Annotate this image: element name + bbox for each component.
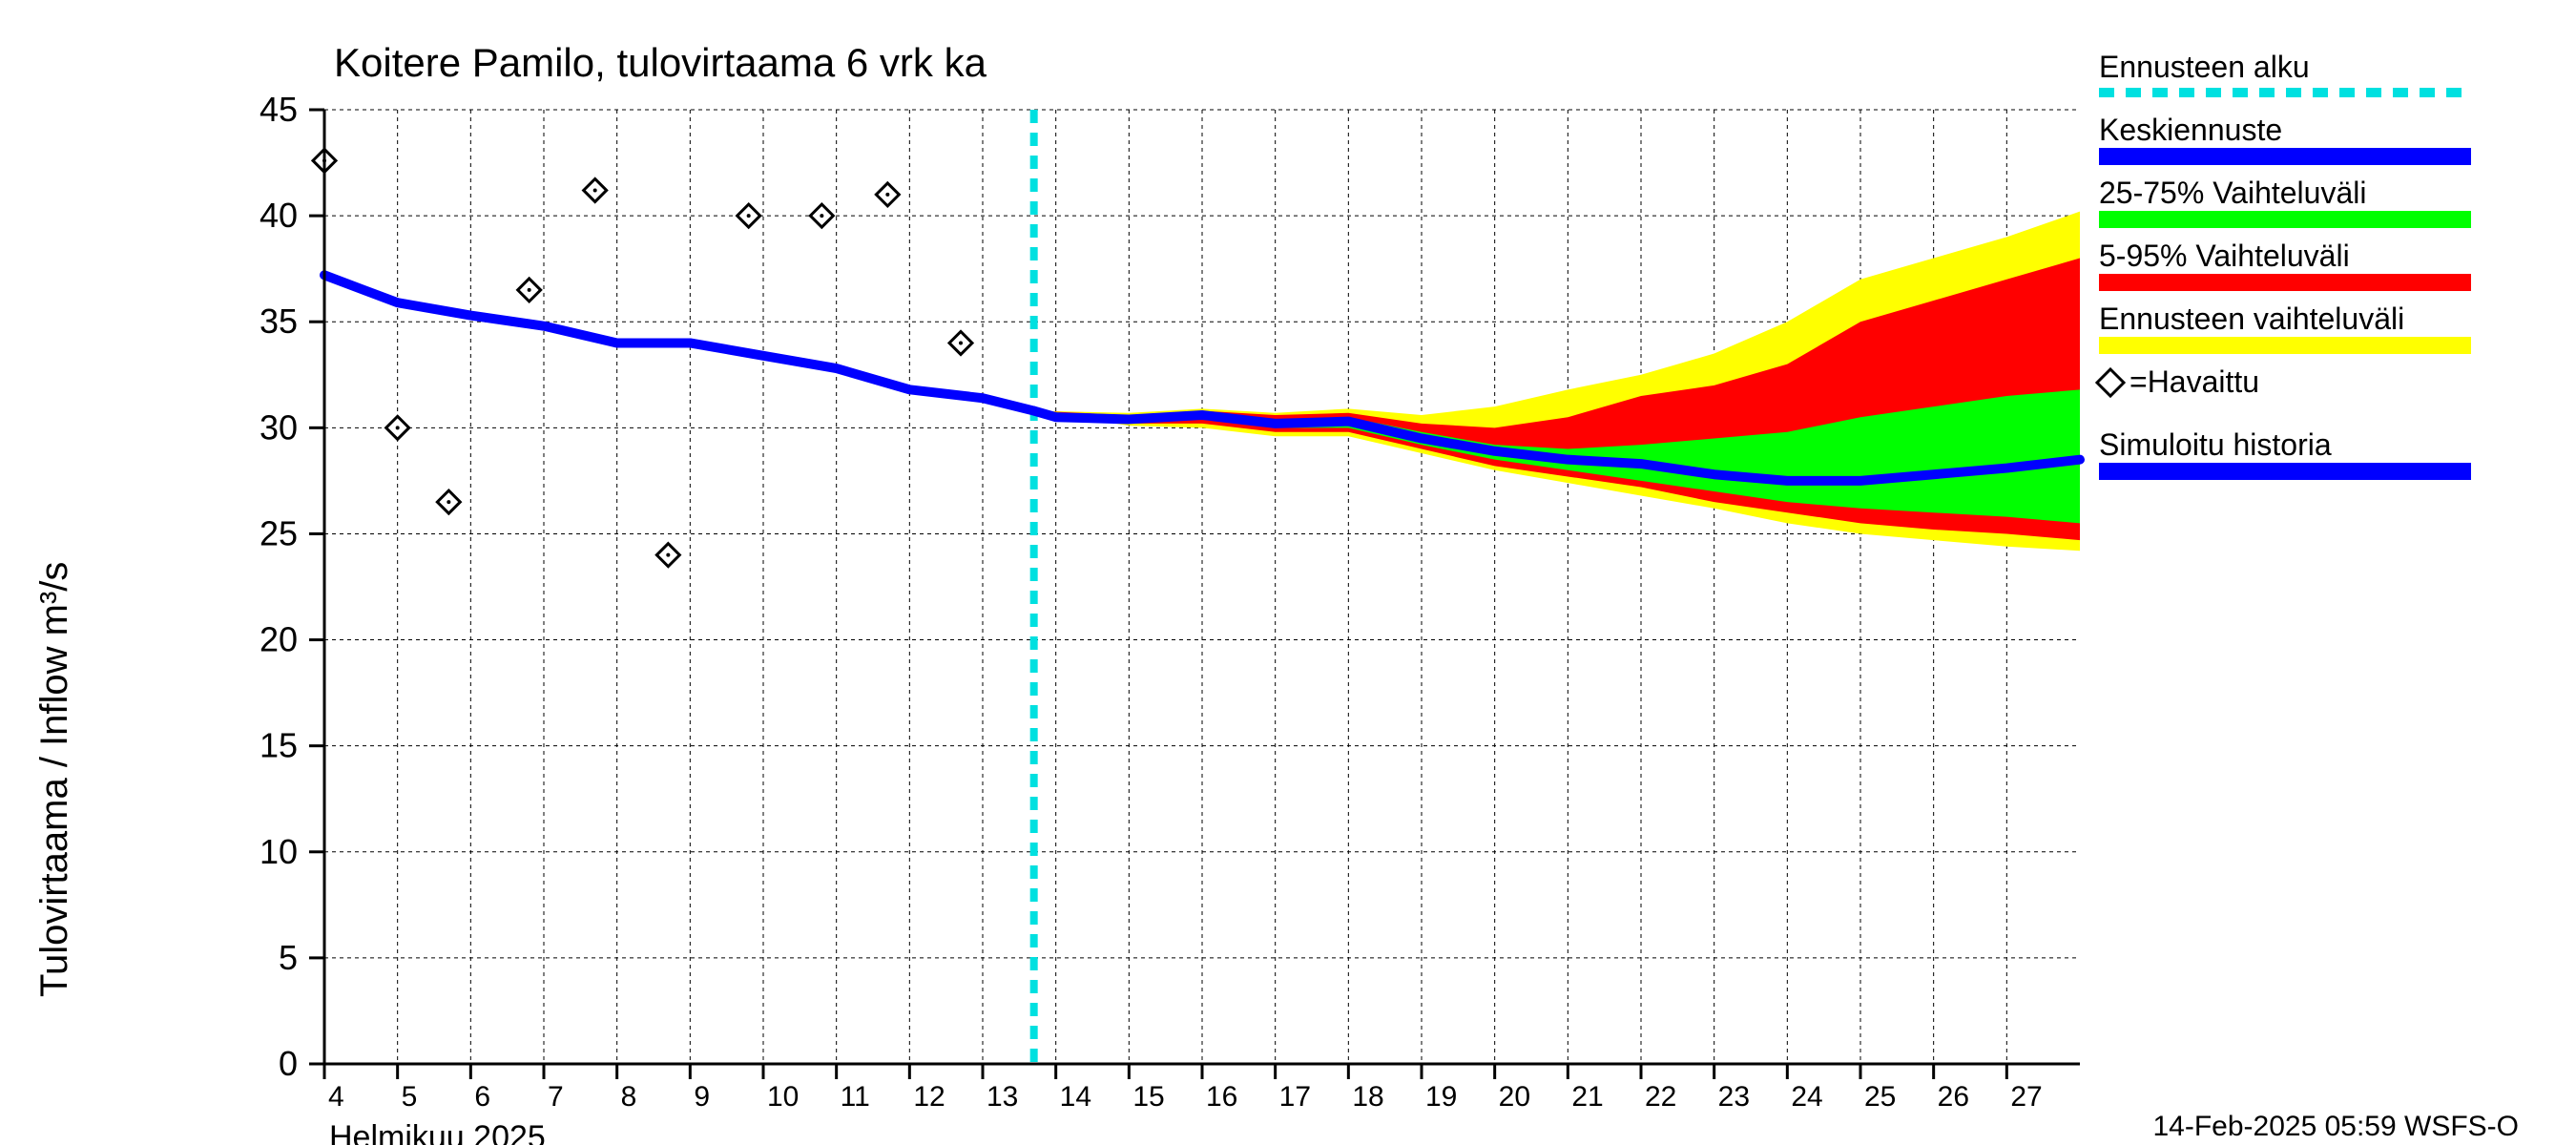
svg-text:40: 40: [260, 196, 298, 235]
svg-text:8: 8: [621, 1081, 637, 1113]
svg-text:0: 0: [279, 1044, 298, 1083]
svg-text:22: 22: [1645, 1081, 1676, 1113]
svg-text:10: 10: [260, 832, 298, 871]
svg-text:14: 14: [1060, 1081, 1091, 1113]
svg-text:24: 24: [1791, 1081, 1822, 1113]
svg-text:25: 25: [260, 513, 298, 552]
svg-text:35: 35: [260, 302, 298, 341]
chart-svg: 0510152025303540454567891011121314151617…: [0, 0, 2576, 1145]
svg-text:45: 45: [260, 90, 298, 129]
svg-text:13: 13: [987, 1081, 1018, 1113]
svg-text:23: 23: [1718, 1081, 1750, 1113]
svg-text:11: 11: [841, 1081, 870, 1113]
svg-text:Helmikuu 2025: Helmikuu 2025: [329, 1119, 546, 1145]
svg-text:14-Feb-2025 05:59 WSFS-O: 14-Feb-2025 05:59 WSFS-O: [2152, 1111, 2519, 1142]
svg-text:Simuloitu historia: Simuloitu historia: [2099, 427, 2332, 462]
svg-text:Ennusteen alku: Ennusteen alku: [2099, 50, 2310, 84]
svg-text:5: 5: [402, 1081, 418, 1113]
svg-text:Tulovirtaama / Inflow m³/s: Tulovirtaama / Inflow m³/s: [33, 562, 75, 997]
svg-text:20: 20: [260, 620, 298, 659]
svg-text:21: 21: [1571, 1081, 1603, 1113]
svg-text:7: 7: [548, 1081, 564, 1113]
svg-text:27: 27: [2010, 1081, 2042, 1113]
svg-text:10: 10: [767, 1081, 799, 1113]
inflow-chart: 0510152025303540454567891011121314151617…: [0, 0, 2576, 1145]
svg-text:4: 4: [328, 1081, 344, 1113]
svg-text:30: 30: [260, 407, 298, 447]
svg-text:25: 25: [1864, 1081, 1896, 1113]
svg-text:9: 9: [694, 1081, 710, 1113]
svg-text:17: 17: [1279, 1081, 1311, 1113]
svg-text:6: 6: [474, 1081, 490, 1113]
svg-text:26: 26: [1938, 1081, 1969, 1113]
svg-text:16: 16: [1206, 1081, 1237, 1113]
svg-text:19: 19: [1425, 1081, 1457, 1113]
svg-text:Keskiennuste: Keskiennuste: [2099, 113, 2282, 147]
svg-text:18: 18: [1352, 1081, 1383, 1113]
svg-text:25-75% Vaihteluväli: 25-75% Vaihteluväli: [2099, 176, 2366, 210]
svg-text:15: 15: [260, 726, 298, 765]
svg-text:Ennusteen vaihteluväli: Ennusteen vaihteluväli: [2099, 302, 2404, 336]
svg-text:=Havaittu: =Havaittu: [2129, 364, 2259, 399]
svg-text:5-95% Vaihteluväli: 5-95% Vaihteluväli: [2099, 239, 2350, 273]
svg-text:20: 20: [1499, 1081, 1530, 1113]
svg-text:15: 15: [1132, 1081, 1164, 1113]
svg-text:5: 5: [279, 938, 298, 977]
svg-text:Koitere Pamilo, tulovirtaama: Koitere Pamilo, tulovirtaama 6 vrk ka: [334, 40, 987, 85]
svg-text:12: 12: [913, 1081, 945, 1113]
